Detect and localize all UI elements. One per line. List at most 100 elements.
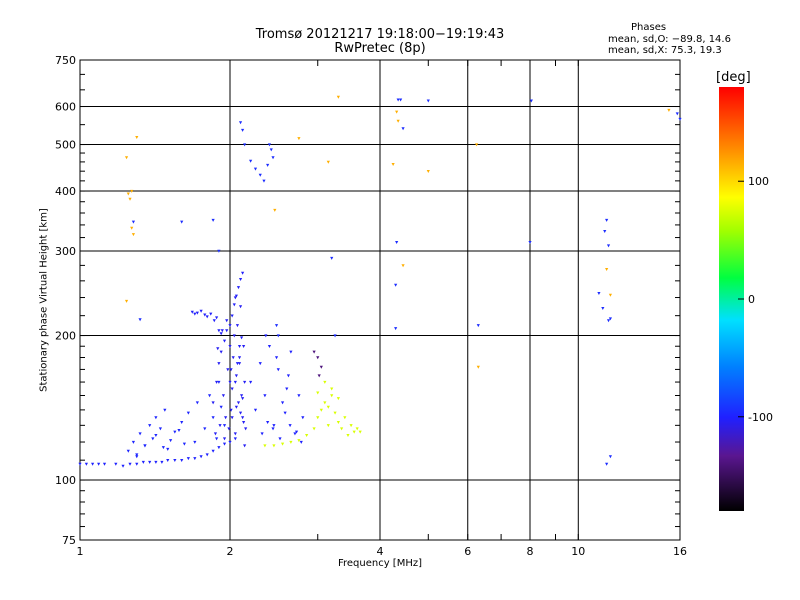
y-tick-label: 100 [55, 474, 76, 487]
echo-point [330, 256, 334, 260]
echo-point [130, 226, 134, 230]
echo-point [78, 462, 82, 466]
echo-point [135, 453, 139, 457]
echo-point [528, 240, 532, 244]
echo-point [180, 458, 184, 462]
echo-point [166, 447, 170, 451]
echo-point [289, 440, 293, 444]
echo-point [316, 416, 320, 420]
echo-point [603, 229, 607, 233]
echo-point [597, 292, 601, 296]
echo-point [130, 189, 134, 193]
echo-point [190, 310, 194, 314]
echo-point [319, 365, 323, 369]
echo-point [476, 324, 480, 328]
echo-point [143, 444, 147, 448]
echo-point [239, 336, 244, 340]
echo-point [241, 271, 245, 275]
echo-point [221, 394, 226, 398]
echo-point [243, 380, 247, 384]
echo-point [238, 121, 243, 125]
echo-point [228, 345, 232, 349]
echo-point [276, 334, 280, 338]
echo-point [349, 424, 353, 428]
echo-point [242, 345, 246, 349]
y-tick-label: 200 [55, 330, 76, 343]
echo-point [97, 462, 101, 466]
echo-point [288, 424, 292, 428]
echo-point [294, 430, 299, 434]
echo-point [305, 433, 309, 437]
echo-point [333, 334, 337, 338]
x-tick-label: 2 [227, 545, 234, 558]
echo-point [218, 424, 222, 428]
echo-point [211, 218, 215, 222]
echo-point [243, 143, 247, 147]
echo-point [333, 411, 337, 415]
echo-point [217, 362, 221, 366]
echo-point [211, 449, 215, 453]
echo-point [280, 442, 285, 446]
echo-point [286, 374, 291, 378]
echo-point [249, 380, 253, 384]
echo-point [182, 442, 186, 446]
echo-point [84, 462, 88, 466]
echo-point [193, 457, 197, 461]
echo-point [180, 420, 184, 424]
echo-point [260, 432, 264, 436]
echo-point [161, 446, 165, 450]
echo-point [215, 437, 219, 441]
echo-point [222, 339, 227, 343]
echo-point [233, 380, 237, 384]
echo-point [401, 127, 405, 131]
echo-point [124, 299, 129, 303]
echo-point [91, 462, 95, 466]
x-tick-label: 6 [464, 545, 471, 558]
echo-point [299, 440, 303, 444]
echo-point [269, 148, 273, 152]
echo-point [237, 345, 242, 349]
echo-point [316, 391, 320, 395]
echo-point [358, 430, 362, 434]
echo-point [160, 460, 164, 464]
echo-point [138, 318, 142, 322]
echo-point [605, 462, 609, 466]
echo-point [606, 244, 611, 248]
echo-point [258, 173, 262, 177]
echo-point [301, 416, 305, 420]
echo-point [217, 446, 221, 450]
echo-point [608, 317, 613, 321]
axis-ticks [79, 59, 681, 541]
echo-point [355, 427, 359, 431]
echo-point [232, 303, 236, 307]
echo-point [352, 430, 356, 434]
echo-point [236, 401, 241, 405]
echo-point [293, 432, 297, 436]
echo-point [121, 464, 125, 468]
echo-point [233, 432, 237, 436]
echo-point [227, 427, 231, 431]
echo-point [126, 449, 130, 453]
echo-point [148, 460, 152, 464]
echo-point [343, 416, 347, 420]
echo-point [272, 444, 276, 448]
echo-point [608, 293, 613, 297]
echo-point [203, 427, 207, 431]
echo-point [173, 430, 177, 434]
echo-point [224, 416, 228, 420]
echo-point [249, 159, 253, 163]
echo-point [608, 455, 613, 459]
gridlines [80, 60, 680, 540]
echo-point [212, 319, 216, 323]
echo-point [267, 345, 272, 349]
echo-point [474, 143, 479, 147]
echo-point [230, 387, 234, 391]
echo-point [131, 233, 136, 237]
echo-point [242, 420, 246, 424]
echo-point [326, 424, 330, 428]
echo-point [271, 427, 275, 431]
echo-point [225, 319, 229, 323]
echo-point [154, 460, 158, 464]
echo-point [138, 432, 142, 436]
echo-point [267, 143, 272, 147]
